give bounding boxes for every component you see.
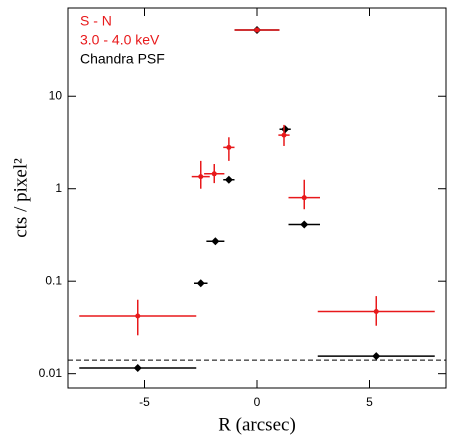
x-tick-label: 5	[366, 395, 373, 409]
point	[254, 27, 260, 33]
x-tick-label: 0	[254, 395, 261, 409]
point	[372, 352, 381, 361]
point	[373, 309, 379, 315]
annotation: Chandra PSF	[80, 51, 165, 67]
annotation: S - N	[80, 13, 112, 29]
point	[281, 125, 290, 134]
point	[211, 171, 217, 177]
y-axis-label: cts / pixel²	[10, 158, 31, 238]
y-tick-label: 1	[55, 181, 62, 195]
point	[211, 237, 220, 246]
point	[281, 132, 287, 138]
point	[135, 313, 141, 319]
y-tick-label: 0.01	[39, 366, 63, 380]
point	[226, 144, 232, 150]
point	[300, 220, 309, 229]
point	[196, 279, 205, 288]
annotation: 3.0 - 4.0 keV	[80, 32, 160, 48]
x-axis-label: R (arcsec)	[218, 414, 296, 435]
point	[301, 195, 307, 201]
y-tick-label: 0.1	[45, 273, 62, 287]
point	[133, 364, 142, 373]
point	[224, 175, 233, 184]
y-tick-label: 10	[49, 88, 63, 102]
point	[198, 174, 204, 180]
x-tick-label: -5	[139, 395, 150, 409]
